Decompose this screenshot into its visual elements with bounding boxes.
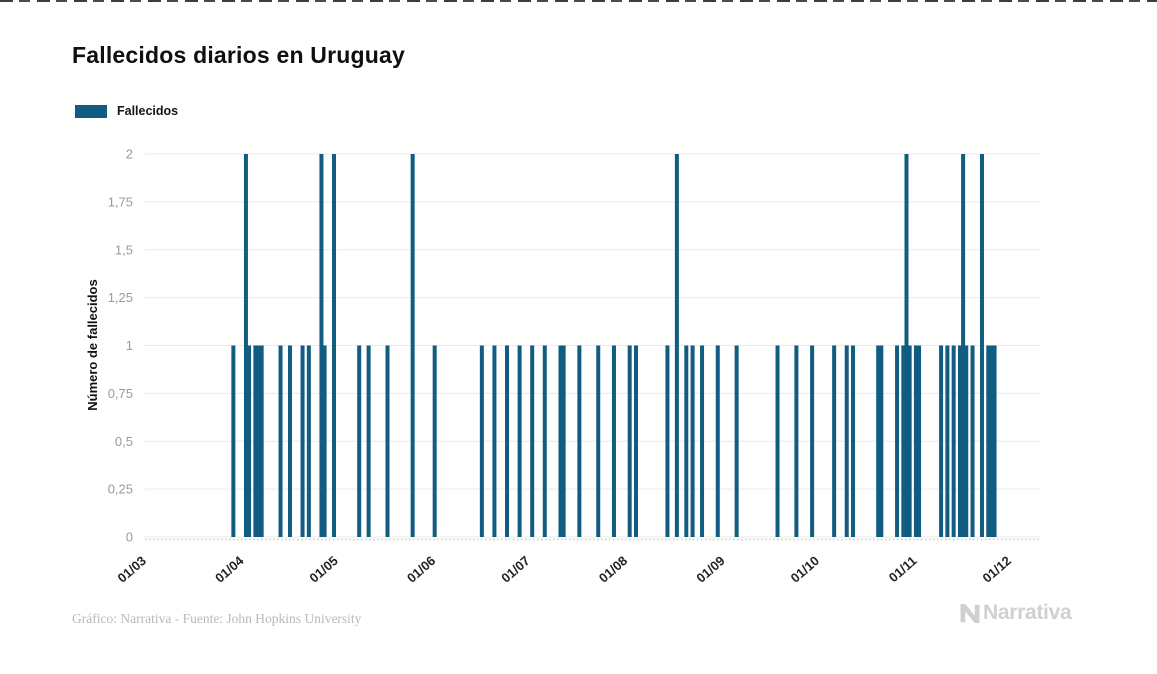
bar[interactable] (259, 345, 264, 538)
bar[interactable] (992, 345, 997, 538)
bar[interactable] (970, 345, 975, 538)
y-tick-label: 0,75 (108, 386, 133, 401)
bar[interactable] (810, 345, 815, 538)
bar[interactable] (957, 345, 962, 538)
legend-swatch (75, 104, 107, 118)
bar-series (231, 154, 997, 538)
bar[interactable] (322, 345, 327, 538)
x-tick-label: 01/10 (788, 553, 822, 586)
bar[interactable] (917, 345, 922, 538)
bar[interactable] (256, 345, 261, 538)
y-tick-label: 1,25 (108, 290, 133, 305)
y-tick-label: 1 (126, 338, 133, 353)
x-tick-label: 01/06 (404, 553, 438, 586)
bar[interactable] (247, 345, 252, 538)
bar[interactable] (879, 345, 884, 538)
bar[interactable] (558, 345, 563, 538)
y-tick-label: 0,5 (115, 434, 133, 449)
legend-label: Fallecidos (117, 104, 179, 118)
bar[interactable] (901, 345, 906, 538)
bar[interactable] (627, 345, 632, 538)
bar[interactable] (913, 345, 918, 538)
bar[interactable] (979, 154, 984, 537)
top-edge-artifact (0, 0, 1157, 2)
x-tick-label: 01/08 (596, 553, 630, 586)
narrativa-logo-text: Narrativa (983, 601, 1072, 624)
bar[interactable] (357, 345, 362, 538)
bar[interactable] (611, 345, 616, 538)
bar[interactable] (278, 345, 283, 538)
bar[interactable] (939, 345, 944, 538)
bar[interactable] (253, 345, 258, 538)
narrativa-logo: Narrativa (960, 601, 1072, 625)
bar[interactable] (895, 345, 900, 538)
bar[interactable] (904, 154, 909, 537)
gridlines (145, 153, 1041, 538)
bar[interactable] (989, 345, 994, 538)
bar[interactable] (596, 345, 601, 538)
x-tick-label: 01/03 (115, 553, 149, 586)
bar[interactable] (332, 154, 337, 537)
y-tick-label: 1,75 (108, 194, 133, 209)
bar[interactable] (961, 154, 966, 537)
y-axis-tick-labels: 0 0,25 0,5 0,75 1 1,25 1,5 1,75 2 (108, 147, 133, 545)
bar[interactable] (700, 345, 705, 538)
y-tick-label: 0,25 (108, 482, 133, 497)
bar[interactable] (907, 345, 912, 538)
bar[interactable] (410, 154, 415, 537)
bar[interactable] (561, 345, 566, 538)
bar[interactable] (385, 345, 390, 538)
bar[interactable] (319, 154, 324, 537)
bar[interactable] (665, 345, 670, 538)
x-axis-tick-labels: 01/03 01/04 01/05 01/06 01/07 01/08 01/09 01/10… (115, 552, 1014, 585)
bar[interactable] (479, 345, 484, 538)
bar[interactable] (986, 345, 991, 538)
bar[interactable] (794, 345, 799, 538)
bar[interactable] (505, 345, 510, 538)
x-tick-label: 01/09 (693, 553, 727, 586)
bar[interactable] (517, 345, 522, 538)
x-tick-label: 01/11 (886, 553, 920, 585)
bar[interactable] (832, 345, 837, 538)
y-tick-label: 1,5 (115, 242, 133, 257)
x-tick-label: 01/07 (498, 553, 532, 586)
bar[interactable] (945, 345, 950, 538)
chart-title: Fallecidos diarios en Uruguay (72, 42, 405, 68)
bar[interactable] (243, 154, 248, 537)
bar[interactable] (492, 345, 497, 538)
bar[interactable] (715, 345, 720, 538)
x-tick-label: 01/05 (306, 553, 340, 586)
bar[interactable] (951, 345, 956, 538)
bar[interactable] (287, 345, 292, 538)
bar[interactable] (530, 345, 535, 538)
bar[interactable] (366, 345, 371, 538)
bar[interactable] (964, 345, 969, 538)
y-axis-title: Número de fallecidos (85, 279, 100, 410)
bar[interactable] (542, 345, 547, 538)
bar[interactable] (300, 345, 305, 538)
legend: Fallecidos (75, 104, 178, 118)
bar[interactable] (734, 345, 739, 538)
source-credit: Gráfico: Narrativa - Fuente: John Hopkin… (72, 611, 362, 626)
x-tick-label: 01/04 (212, 552, 247, 585)
bar[interactable] (577, 345, 582, 538)
bar[interactable] (876, 345, 881, 538)
y-tick-label: 2 (126, 147, 133, 162)
bar[interactable] (231, 345, 236, 538)
bar[interactable] (690, 345, 695, 538)
bar[interactable] (674, 154, 679, 537)
bar[interactable] (633, 345, 638, 538)
y-tick-label: 0 (126, 530, 133, 545)
bar[interactable] (851, 345, 856, 538)
bar[interactable] (306, 345, 311, 538)
bar[interactable] (684, 345, 689, 538)
narrativa-logo-icon (960, 603, 980, 623)
bar[interactable] (775, 345, 780, 538)
x-tick-label: 01/12 (980, 553, 1014, 586)
bar[interactable] (844, 345, 849, 538)
bar[interactable] (432, 345, 437, 538)
